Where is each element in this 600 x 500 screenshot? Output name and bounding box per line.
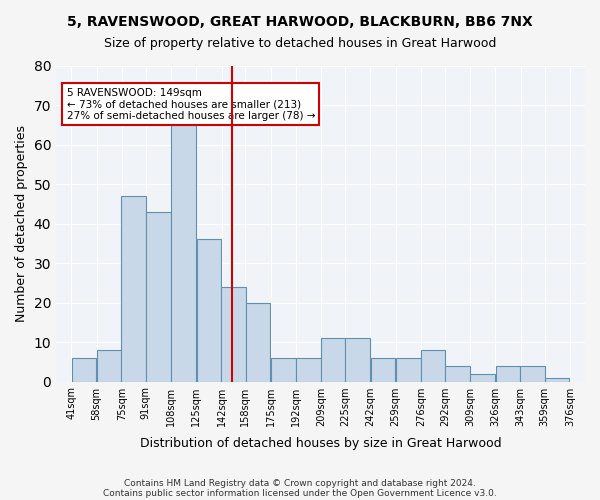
Bar (246, 302, 270, 382)
Text: 5 RAVENSWOOD: 149sqm
← 73% of detached houses are smaller (213)
27% of semi-deta: 5 RAVENSWOOD: 149sqm ← 73% of detached h… (67, 88, 315, 121)
Bar (371, 358, 395, 382)
Text: Contains HM Land Registry data © Crown copyright and database right 2024.: Contains HM Land Registry data © Crown c… (124, 478, 476, 488)
Bar (97, 350, 121, 382)
Bar (221, 286, 246, 382)
Bar (445, 366, 470, 382)
Bar (271, 358, 296, 382)
Y-axis label: Number of detached properties: Number of detached properties (15, 125, 28, 322)
Bar (296, 358, 321, 382)
Bar (321, 338, 346, 382)
Bar (396, 358, 421, 382)
Bar (121, 196, 146, 382)
Bar (197, 240, 221, 382)
Bar (71, 358, 96, 382)
Bar (172, 125, 196, 382)
Bar (146, 212, 170, 382)
Bar (520, 366, 545, 382)
Text: Contains public sector information licensed under the Open Government Licence v3: Contains public sector information licen… (103, 488, 497, 498)
X-axis label: Distribution of detached houses by size in Great Harwood: Distribution of detached houses by size … (140, 437, 502, 450)
Bar (545, 378, 569, 382)
Bar (496, 366, 520, 382)
Bar (346, 338, 370, 382)
Bar (421, 350, 445, 382)
Text: 5, RAVENSWOOD, GREAT HARWOOD, BLACKBURN, BB6 7NX: 5, RAVENSWOOD, GREAT HARWOOD, BLACKBURN,… (67, 15, 533, 29)
Text: Size of property relative to detached houses in Great Harwood: Size of property relative to detached ho… (104, 38, 496, 51)
Bar (470, 374, 495, 382)
